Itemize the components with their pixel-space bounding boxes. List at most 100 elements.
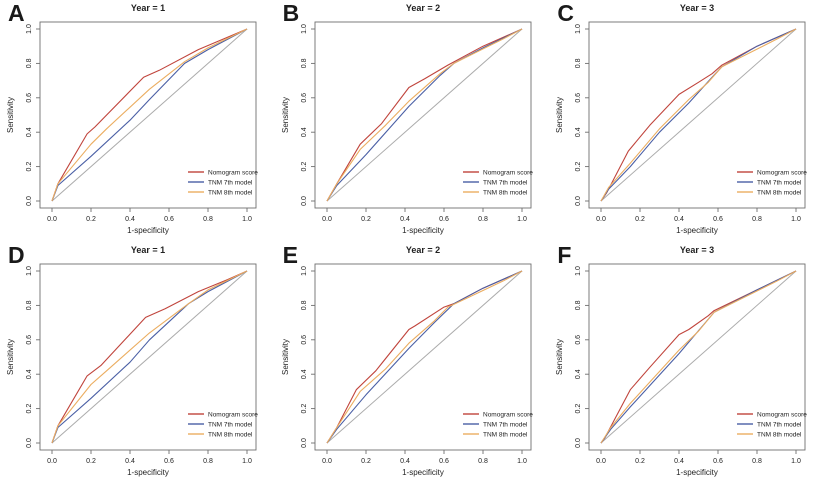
roc-curve-tnm-8th-model <box>326 270 522 443</box>
y-tick-label: 0.2 <box>575 403 582 413</box>
x-tick-label: 0.4 <box>125 216 135 223</box>
x-tick-label: 0.8 <box>752 458 762 465</box>
roc-panel-e: E Year = 2 0.0 0.2 0.4 0.6 0.8 1.0 0.0 0.2 0.4 0.6… <box>275 242 549 483</box>
x-tick-label: 0.0 <box>322 458 332 465</box>
reference-diagonal <box>600 270 797 443</box>
y-tick-label: 0.2 <box>26 403 33 413</box>
y-tick-label: 0.8 <box>301 300 308 310</box>
y-tick-label: 0.8 <box>26 58 33 68</box>
y-tick-label: 1.0 <box>575 266 582 276</box>
roc-curve-nomogram-score <box>600 28 797 202</box>
x-tick-label: 1.0 <box>517 216 527 223</box>
legend-label-tnm-7th-model: TNM 7th model <box>757 421 802 428</box>
panel-title: Year = 3 <box>680 245 714 255</box>
y-axis-label: Sensitivity <box>6 97 15 133</box>
x-tick-label: 0.8 <box>478 458 488 465</box>
y-tick-label: 0.6 <box>301 93 308 103</box>
x-tick-label: 0.0 <box>47 216 57 223</box>
x-axis-label: 1-specificity <box>402 468 444 477</box>
legend-label-tnm-8th-model: TNM 8th model <box>483 190 528 197</box>
y-axis-label: Sensitivity <box>281 97 290 133</box>
y-tick-label: 0.8 <box>575 58 582 68</box>
y-tick-label: 0.6 <box>301 334 308 344</box>
roc-curve-tnm-8th-model <box>51 270 248 443</box>
roc-curve-tnm-8th-model <box>600 270 797 443</box>
x-axis-label: 1-specificity <box>676 468 718 477</box>
x-tick-label: 0.6 <box>164 458 174 465</box>
roc-curve-tnm-7th-model <box>51 270 248 443</box>
y-axis-label: Sensitivity <box>6 338 15 374</box>
roc-chart-a: Year = 1 0.0 0.2 0.4 0.6 0.8 1.0 0.0 0.2 0.4 0.6 0.… <box>6 3 258 235</box>
y-tick-label: 0.4 <box>575 127 582 137</box>
x-tick-label: 0.0 <box>596 216 606 223</box>
x-tick-label: 0.6 <box>439 458 449 465</box>
legend-label-nomogram-score: Nomogram score <box>483 170 533 177</box>
panel-title: Year = 2 <box>406 3 440 13</box>
legend-label-tnm-7th-model: TNM 7th model <box>483 180 528 187</box>
y-tick-label: 0.4 <box>26 369 33 379</box>
y-tick-label: 0.2 <box>26 162 33 172</box>
legend-label-tnm-8th-model: TNM 8th model <box>757 190 802 197</box>
panel-title: Year = 3 <box>680 3 714 13</box>
y-tick-label: 1.0 <box>26 266 33 276</box>
y-tick-label: 1.0 <box>301 24 308 34</box>
roc-chart-d: Year = 1 0.0 0.2 0.4 0.6 0.8 1.0 0.0 0.2 0.4 0.6 0.… <box>6 245 258 477</box>
x-tick-label: 0.2 <box>86 458 96 465</box>
roc-panel-f: F Year = 3 0.0 0.2 0.4 0.6 0.8 1.0 0.0 0.2 0.4 0.6… <box>549 242 823 483</box>
panel-letter: A <box>8 0 25 26</box>
panel-letter: F <box>557 241 572 268</box>
roc-curve-nomogram-score <box>51 28 248 202</box>
roc-curve-nomogram-score <box>326 28 522 202</box>
roc-curve-nomogram-score <box>51 269 248 443</box>
panel-letter: D <box>8 241 25 268</box>
x-tick-label: 0.8 <box>203 458 213 465</box>
y-tick-label: 0.8 <box>26 300 33 310</box>
y-tick-label: 0.8 <box>301 58 308 68</box>
x-tick-label: 0.4 <box>400 216 410 223</box>
y-tick-label: 0.0 <box>575 196 582 206</box>
x-tick-label: 0.2 <box>635 216 645 223</box>
roc-curve-tnm-7th-model <box>326 28 522 202</box>
y-tick-label: 1.0 <box>301 266 308 276</box>
x-tick-label: 0.6 <box>164 216 174 223</box>
x-axis-label: 1-specificity <box>127 226 169 235</box>
legend-label-tnm-8th-model: TNM 8th model <box>757 431 802 438</box>
roc-curve-tnm-8th-model <box>51 28 248 202</box>
legend-label-tnm-7th-model: TNM 7th model <box>208 180 253 187</box>
roc-curve-tnm-7th-model <box>326 269 522 443</box>
plot-box <box>588 263 806 450</box>
legend-label-tnm-8th-model: TNM 8th model <box>208 431 253 438</box>
x-tick-label: 1.0 <box>791 216 801 223</box>
x-tick-label: 0.8 <box>203 216 213 223</box>
roc-chart-b: Year = 2 0.0 0.2 0.4 0.6 0.8 1.0 0.0 0.2 0.4 0.6 0.… <box>281 3 533 235</box>
roc-curve-tnm-7th-model <box>600 28 797 202</box>
y-tick-label: 0.0 <box>301 196 308 206</box>
x-tick-label: 0.2 <box>86 216 96 223</box>
y-tick-label: 0.6 <box>575 334 582 344</box>
y-tick-label: 1.0 <box>575 24 582 34</box>
legend-label-nomogram-score: Nomogram score <box>483 411 533 418</box>
y-tick-label: 0.2 <box>301 403 308 413</box>
reference-diagonal <box>600 28 797 202</box>
roc-panel-a: A Year = 1 0.0 0.2 0.4 0.6 0.8 1.0 0.0 0.2 0.4 0.6… <box>0 0 274 241</box>
y-axis-label: Sensitivity <box>555 338 564 374</box>
y-tick-label: 0.8 <box>575 300 582 310</box>
reference-diagonal <box>326 270 522 443</box>
y-axis-label: Sensitivity <box>281 338 290 374</box>
roc-chart-f: Year = 3 0.0 0.2 0.4 0.6 0.8 1.0 0.0 0.2 0.4 0.6 0.… <box>555 245 807 477</box>
x-tick-label: 0.4 <box>674 216 684 223</box>
x-tick-label: 0.8 <box>752 216 762 223</box>
panel-title: Year = 1 <box>131 3 165 13</box>
panel-letter: E <box>282 241 298 268</box>
legend-label-nomogram-score: Nomogram score <box>208 411 258 418</box>
legend-label-nomogram-score: Nomogram score <box>208 170 258 177</box>
x-axis-label: 1-specificity <box>402 226 444 235</box>
x-tick-label: 1.0 <box>791 458 801 465</box>
x-tick-label: 0.0 <box>47 458 57 465</box>
y-tick-label: 0.4 <box>575 369 582 379</box>
roc-panel-c: C Year = 3 0.0 0.2 0.4 0.6 0.8 1.0 0.0 0.2 0.4 0.6… <box>549 0 823 241</box>
roc-panel-b: B Year = 2 0.0 0.2 0.4 0.6 0.8 1.0 0.0 0.2 0.4 0.6… <box>275 0 549 241</box>
y-tick-label: 0.6 <box>26 334 33 344</box>
x-tick-label: 0.4 <box>400 458 410 465</box>
